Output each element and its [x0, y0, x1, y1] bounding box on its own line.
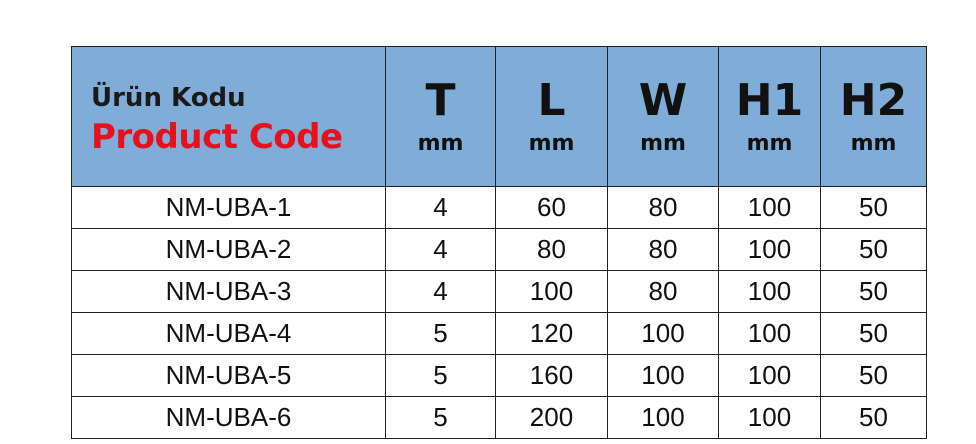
col-unit: mm [850, 131, 897, 156]
dimension-cell: 100 [718, 354, 821, 397]
dimension-cell: 100 [607, 396, 719, 439]
dimension-cell: 100 [718, 396, 821, 439]
dimension-cell: 80 [607, 270, 719, 313]
dimension-cell: 50 [820, 270, 927, 313]
table-row: NM-UBA-1 4 60 80 100 50 [71, 186, 927, 229]
dimension-cell: 60 [495, 186, 608, 229]
product-code-cell: NM-UBA-3 [71, 270, 386, 313]
col-unit: mm [640, 131, 686, 156]
table-row: NM-UBA-6 5 200 100 100 50 [71, 396, 927, 439]
dimension-cell: 4 [385, 270, 496, 313]
dimension-cell: 50 [820, 228, 927, 271]
dimension-cell: 4 [385, 228, 496, 271]
product-code-cell: NM-UBA-1 [71, 186, 386, 229]
table-row: NM-UBA-4 5 120 100 100 50 [71, 312, 927, 355]
col-unit: mm [528, 131, 575, 156]
col-unit: mm [417, 131, 464, 156]
dimension-cell: 50 [820, 396, 927, 439]
dimension-cell: 100 [607, 354, 719, 397]
product-code-cell: NM-UBA-5 [71, 354, 386, 397]
product-code-label-tr: Ürün Kodu [91, 82, 246, 113]
col-symbol: T [425, 75, 456, 126]
product-code-cell: NM-UBA-4 [71, 312, 386, 355]
dimension-cell: 100 [495, 270, 608, 313]
header-col-h1: H1 mm [718, 46, 821, 187]
col-symbol: W [638, 75, 688, 126]
dimension-cell: 100 [718, 270, 821, 313]
dimension-cell: 5 [385, 396, 496, 439]
dimension-cell: 50 [820, 354, 927, 397]
dimension-cell: 160 [495, 354, 608, 397]
dimension-cell: 80 [495, 228, 608, 271]
product-code-cell: NM-UBA-2 [71, 228, 386, 271]
header-col-h2: H2 mm [820, 46, 927, 187]
table-row: NM-UBA-3 4 100 80 100 50 [71, 270, 927, 313]
dimension-cell: 80 [607, 228, 719, 271]
product-code-cell: NM-UBA-6 [71, 396, 386, 439]
dimension-cell: 5 [385, 312, 496, 355]
col-symbol: H2 [839, 75, 908, 126]
dimension-cell: 50 [820, 186, 927, 229]
dimension-cell: 80 [607, 186, 719, 229]
table-body: NM-UBA-1 4 60 80 100 50 NM-UBA-2 4 80 80 100 50 NM-U… [71, 186, 927, 439]
header-product-code: Ürün Kodu Product Code [71, 46, 386, 187]
dimension-cell: 5 [385, 354, 496, 397]
table-row: NM-UBA-2 4 80 80 100 50 [71, 228, 927, 271]
dimension-cell: 100 [718, 186, 821, 229]
table-row: NM-UBA-5 5 160 100 100 50 [71, 354, 927, 397]
product-code-label-en: Product Code [91, 116, 343, 157]
dimension-cell: 4 [385, 186, 496, 229]
col-symbol: H1 [735, 75, 804, 126]
dimension-cell: 100 [607, 312, 719, 355]
dimension-cell: 120 [495, 312, 608, 355]
dimension-cell: 100 [718, 228, 821, 271]
dimension-cell: 100 [718, 312, 821, 355]
dimension-cell: 50 [820, 312, 927, 355]
col-symbol: L [537, 75, 566, 126]
col-unit: mm [746, 131, 793, 156]
dimension-cell: 200 [495, 396, 608, 439]
